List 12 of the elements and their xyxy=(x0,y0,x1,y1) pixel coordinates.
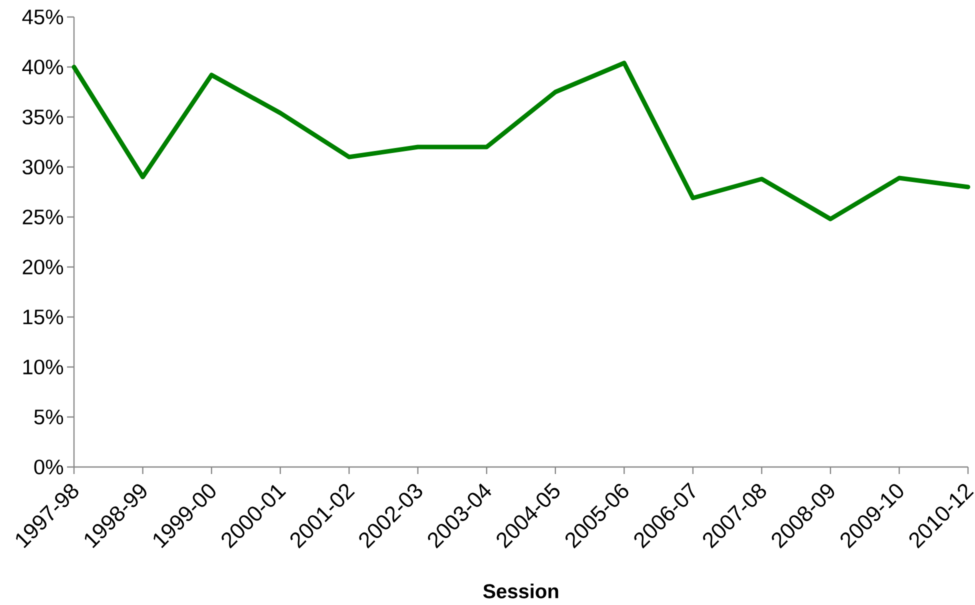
y-tick-label: 45% xyxy=(22,10,64,24)
line-series xyxy=(72,60,970,222)
y-tick-label: 10% xyxy=(23,360,64,374)
y-tick-label: 40% xyxy=(22,60,64,74)
y-tick-label: 0% xyxy=(34,460,64,474)
y-tick-label: 5% xyxy=(34,410,64,424)
x-axis-title: Session xyxy=(483,584,558,598)
y-tick-label: 35% xyxy=(22,110,64,124)
y-tick-label: 15% xyxy=(23,310,64,324)
y-tick-label: 30% xyxy=(22,160,64,174)
y-tick-label: 20% xyxy=(22,260,64,274)
y-tick-label: 25% xyxy=(22,210,64,224)
